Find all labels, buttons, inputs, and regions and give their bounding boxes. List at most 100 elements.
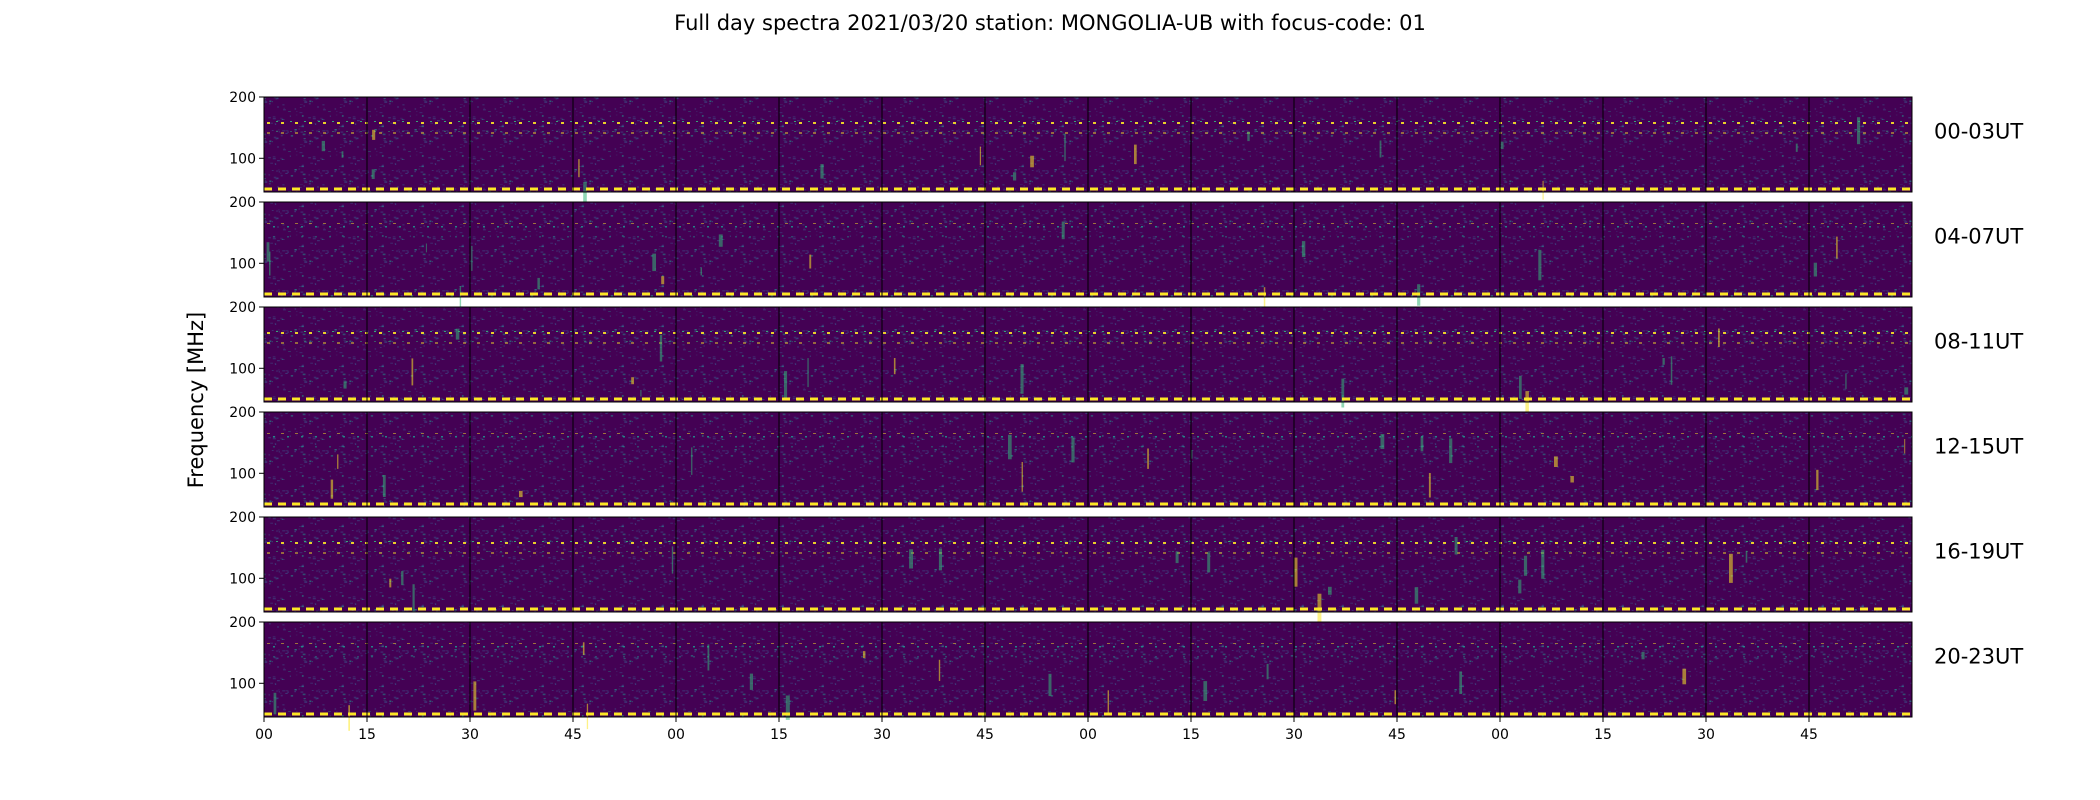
signal-streak [631, 377, 634, 385]
signal-streak [1013, 172, 1017, 181]
y-tick-label: 100 [229, 571, 256, 587]
hour-range-label: 12-15UT [1934, 435, 2023, 459]
signal-streak [266, 242, 270, 262]
signal-streak [1293, 557, 1298, 587]
x-tick-label: 30 [873, 727, 891, 743]
spectra-row-16-19UT: 100 200 16-19UT [229, 510, 2023, 625]
signal-streak [471, 245, 473, 271]
signal-streak [582, 642, 585, 655]
y-tick-label: 100 [229, 256, 256, 272]
signal-streak [938, 659, 941, 681]
row-frame [263, 96, 1913, 193]
signal-streak [1554, 456, 1558, 467]
signal-streak [1662, 358, 1665, 365]
x-tick-label: 30 [1285, 727, 1303, 743]
y-tick-label: 100 [229, 466, 256, 482]
y-tick-label: 100 [229, 361, 256, 377]
signal-streak [1682, 668, 1687, 685]
signal-streak [1379, 140, 1382, 158]
signal-streak [661, 276, 665, 285]
signal-streak [1048, 673, 1052, 697]
signal-streak [1454, 537, 1458, 555]
row-frame [263, 306, 1913, 403]
signal-streak [1525, 391, 1529, 422]
signal-streak [1247, 131, 1250, 142]
signal-streak [401, 571, 404, 586]
x-tick-label: 15 [358, 727, 376, 743]
y-tick-label: 200 [229, 510, 256, 526]
y-tick-label: 100 [229, 151, 256, 167]
signal-streak [979, 146, 981, 166]
signal-streak [1845, 373, 1847, 390]
signal-streak [1020, 364, 1024, 394]
signal-streak [412, 584, 415, 613]
signal-streak [652, 253, 656, 272]
signal-streak [807, 358, 809, 388]
signal-streak [809, 254, 812, 269]
signal-streak [1857, 117, 1861, 145]
spectra-row-04-07UT: 100 200 04-07UT [229, 195, 2023, 314]
hour-range-label: 20-23UT [1934, 645, 2023, 669]
x-tick-label: 00 [1491, 727, 1509, 743]
signal-streak [1190, 450, 1193, 459]
signal-streak [820, 164, 824, 179]
x-tick-label: 15 [770, 727, 788, 743]
signal-streak [749, 673, 753, 690]
signal-streak [348, 705, 350, 731]
signal-streak [1061, 221, 1065, 240]
signal-streak [1816, 469, 1819, 491]
y-tick-label: 200 [229, 615, 256, 631]
x-axis: 00 15 30 45 00 15 30 45 00 15 30 45 00 15 30 45 [255, 717, 1818, 743]
signal-streak [1641, 651, 1645, 660]
signal-streak [1134, 144, 1137, 165]
x-tick-label: 15 [1594, 727, 1612, 743]
signal-streak [583, 181, 587, 213]
signal-streak [341, 151, 344, 158]
signal-streak [893, 358, 896, 375]
signal-streak [455, 328, 460, 340]
signal-streak [1030, 155, 1034, 168]
signal-streak [1420, 436, 1424, 452]
signal-streak [578, 159, 580, 178]
spectra-row-08-11UT: 100 200 08-11UT [229, 300, 2023, 422]
signal-streak [1203, 681, 1208, 701]
signal-streak [1394, 690, 1396, 705]
x-tick-label: 30 [461, 727, 479, 743]
signal-streak [537, 277, 540, 290]
signal-streak [1541, 549, 1545, 579]
signal-streak [1836, 236, 1838, 259]
signal-streak [372, 129, 376, 140]
signal-streak [273, 692, 277, 715]
signal-streak [337, 454, 339, 469]
hour-range-label: 00-03UT [1934, 120, 2023, 144]
signal-streak [1538, 249, 1542, 281]
signal-streak [382, 475, 386, 497]
row-frame [263, 411, 1913, 508]
signal-streak [1428, 473, 1431, 498]
signal-streak [1175, 551, 1179, 564]
signal-streak [473, 681, 477, 711]
signal-streak [1670, 356, 1673, 385]
signal-streak [586, 703, 589, 730]
signal-streak [1207, 552, 1211, 573]
signal-streak [1523, 555, 1528, 576]
signal-streak [784, 371, 788, 398]
y-tick-label: 100 [229, 676, 256, 692]
chart-title: Full day spectra 2021/03/20 station: MON… [674, 11, 1426, 35]
signal-streak [707, 644, 710, 671]
signal-streak [1266, 663, 1269, 680]
signal-streak [330, 479, 334, 499]
hour-range-label: 08-11UT [1934, 330, 2023, 354]
hour-range-label: 16-19UT [1934, 540, 2023, 564]
signal-streak [700, 267, 702, 276]
x-tick-label: 00 [1079, 727, 1097, 743]
signal-streak [1518, 579, 1522, 594]
signal-streak [1107, 690, 1109, 716]
signal-streak [1263, 287, 1266, 308]
x-tick-label: 15 [1182, 727, 1200, 743]
x-tick-label: 45 [976, 727, 994, 743]
signal-streak [1008, 434, 1012, 460]
signal-streak [1341, 378, 1345, 408]
signal-streak [1459, 671, 1462, 694]
